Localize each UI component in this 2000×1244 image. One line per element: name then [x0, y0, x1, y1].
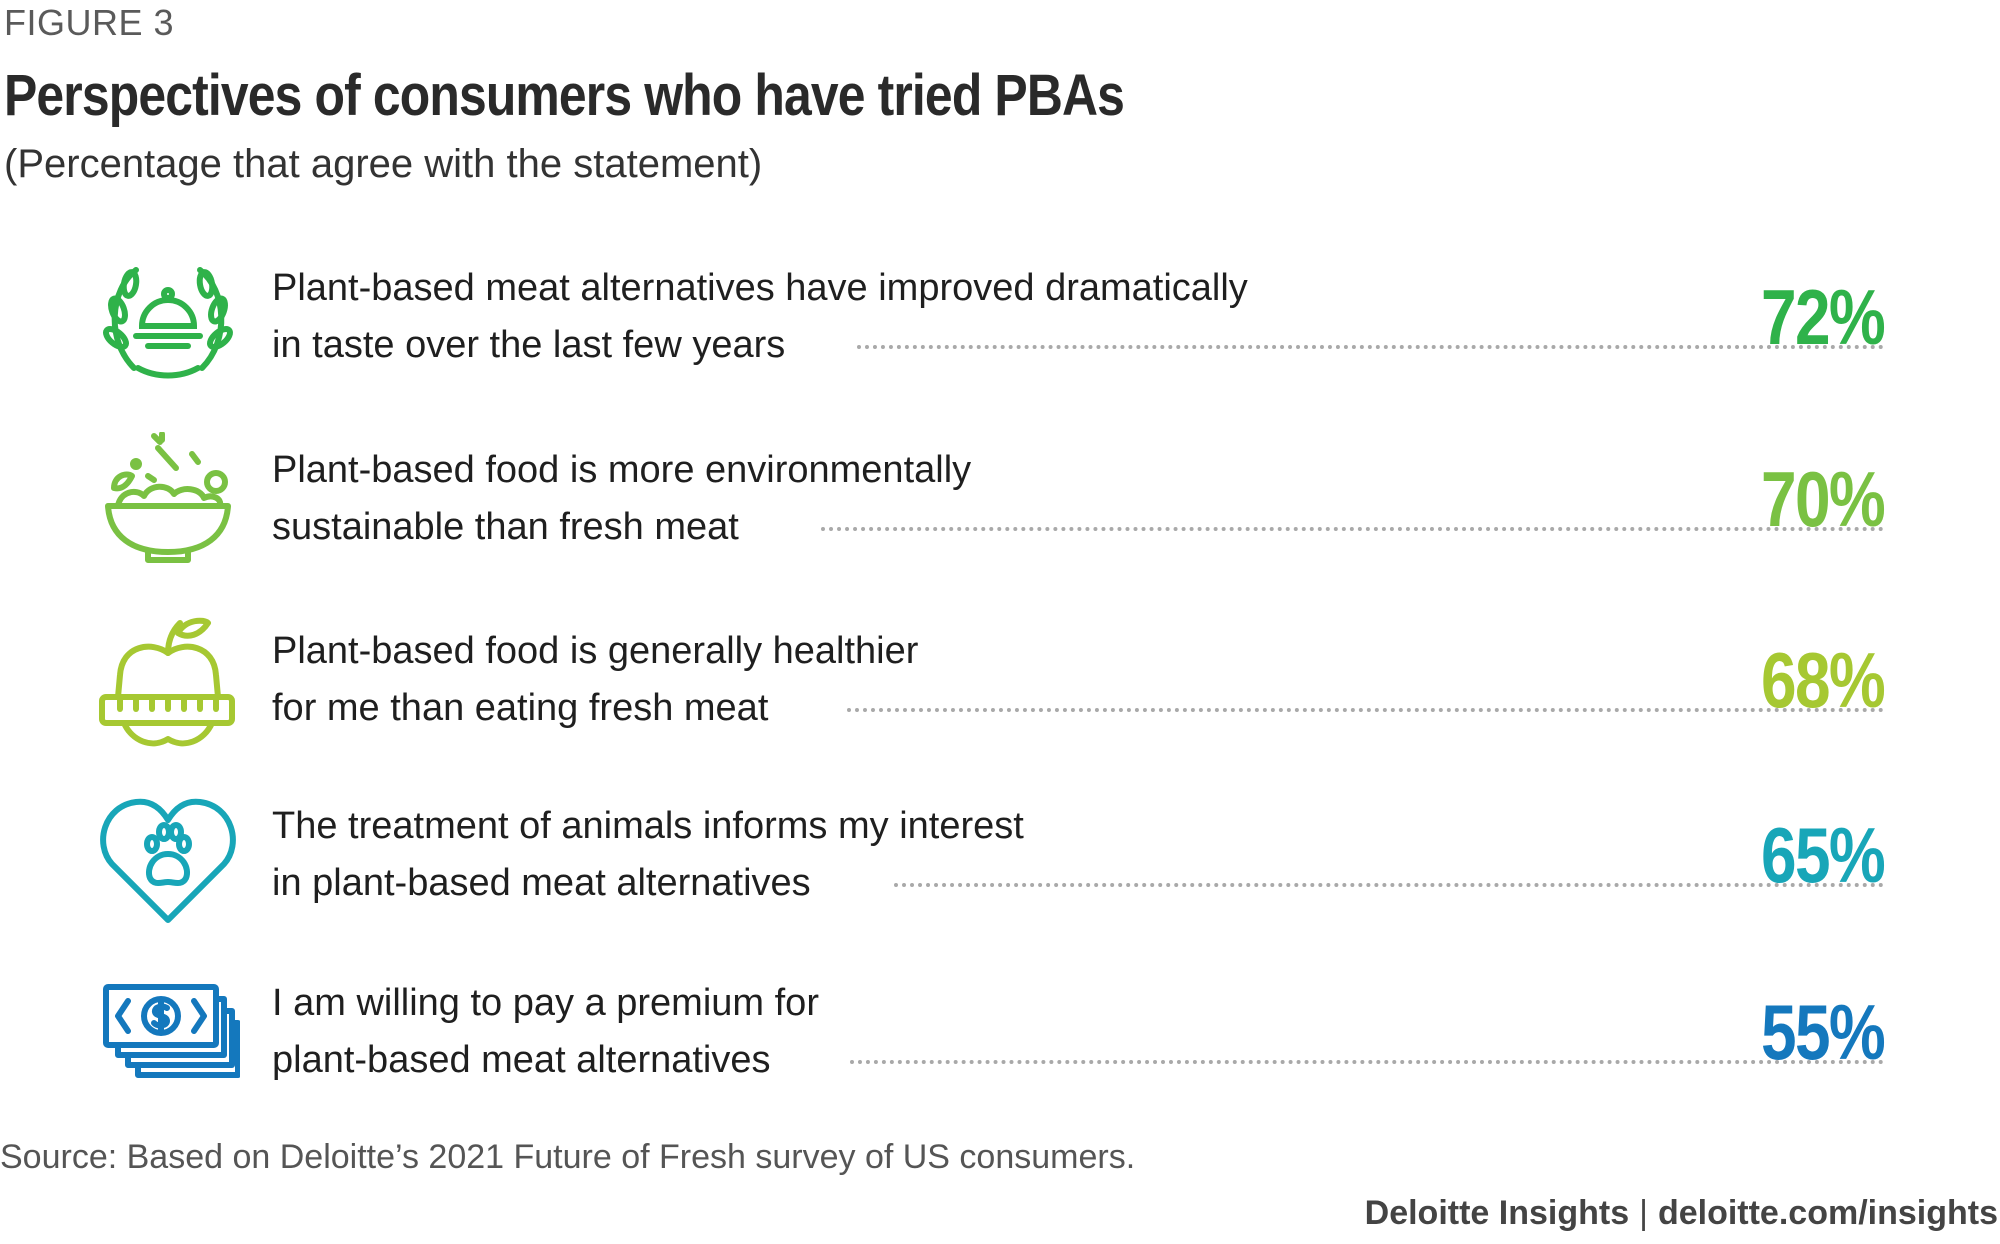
percent-value: 55%	[1760, 988, 1886, 1076]
chart-title: Perspectives of consumers who have tried…	[4, 63, 1125, 128]
statement-line-1: Plant-based meat alternatives have impro…	[272, 267, 1248, 309]
statement-line-1: The treatment of animals informs my inte…	[272, 805, 1024, 847]
statement-text: Plant-based food is generally healthier …	[272, 623, 1772, 737]
figure-label: FIGURE 3	[4, 2, 175, 43]
leader-dots	[857, 345, 1884, 349]
statement-text: Plant-based meat alternatives have impro…	[272, 260, 1772, 374]
credit-url[interactable]: deloitte.com/insights	[1657, 1194, 1998, 1232]
percent-value: 72%	[1760, 273, 1886, 361]
statement-text: Plant-based food is more environmentally…	[272, 442, 1772, 556]
source-note: Source: Based on Deloitte’s 2021 Future …	[0, 1138, 1136, 1176]
percent-value: 68%	[1760, 636, 1886, 724]
statement-line-2: plant-based meat alternatives	[272, 1039, 771, 1081]
statement-text: The treatment of animals informs my inte…	[272, 798, 1772, 912]
leader-dots	[847, 708, 1884, 712]
statement-row: The treatment of animals informs my inte…	[0, 788, 2000, 938]
statement-line-1: I am willing to pay a premium for	[272, 982, 819, 1024]
award-cloche-icon	[103, 267, 233, 379]
statement-text: I am willing to pay a premium for plant-…	[272, 975, 1772, 1089]
statement-row: Plant-based food is generally healthier …	[0, 613, 2000, 763]
statement-line-2: in taste over the last few years	[272, 324, 786, 366]
statement-line-2: sustainable than fresh meat	[272, 506, 739, 548]
percent-value: 70%	[1760, 455, 1886, 543]
statement-row: Plant-based food is more environmentally…	[0, 432, 2000, 582]
percent-value: 65%	[1760, 811, 1886, 899]
chart-subtitle: (Percentage that agree with the statemen…	[4, 142, 763, 186]
heart-paw-icon	[100, 798, 236, 923]
statement-line-2: in plant-based meat alternatives	[272, 862, 811, 904]
credit-separator: |	[1639, 1194, 1648, 1232]
statement-row: Plant-based meat alternatives have impro…	[0, 250, 2000, 400]
apple-measuring-tape-icon	[99, 617, 235, 747]
statement-row: I am willing to pay a premium for plant-…	[0, 965, 2000, 1115]
statement-line-1: Plant-based food is more environmentally	[272, 449, 972, 491]
money-stack-icon	[103, 984, 240, 1078]
leader-dots	[821, 527, 1884, 531]
credit-line: Deloitte Insights | deloitte.com/insights	[1365, 1194, 1998, 1233]
salad-bowl-icon	[105, 432, 231, 563]
leader-dots	[850, 1060, 1884, 1064]
leader-dots	[894, 883, 1884, 887]
credit-brand: Deloitte Insights	[1364, 1194, 1630, 1232]
statement-line-2: for me than eating fresh meat	[272, 687, 769, 729]
statement-line-1: Plant-based food is generally healthier	[272, 630, 919, 672]
